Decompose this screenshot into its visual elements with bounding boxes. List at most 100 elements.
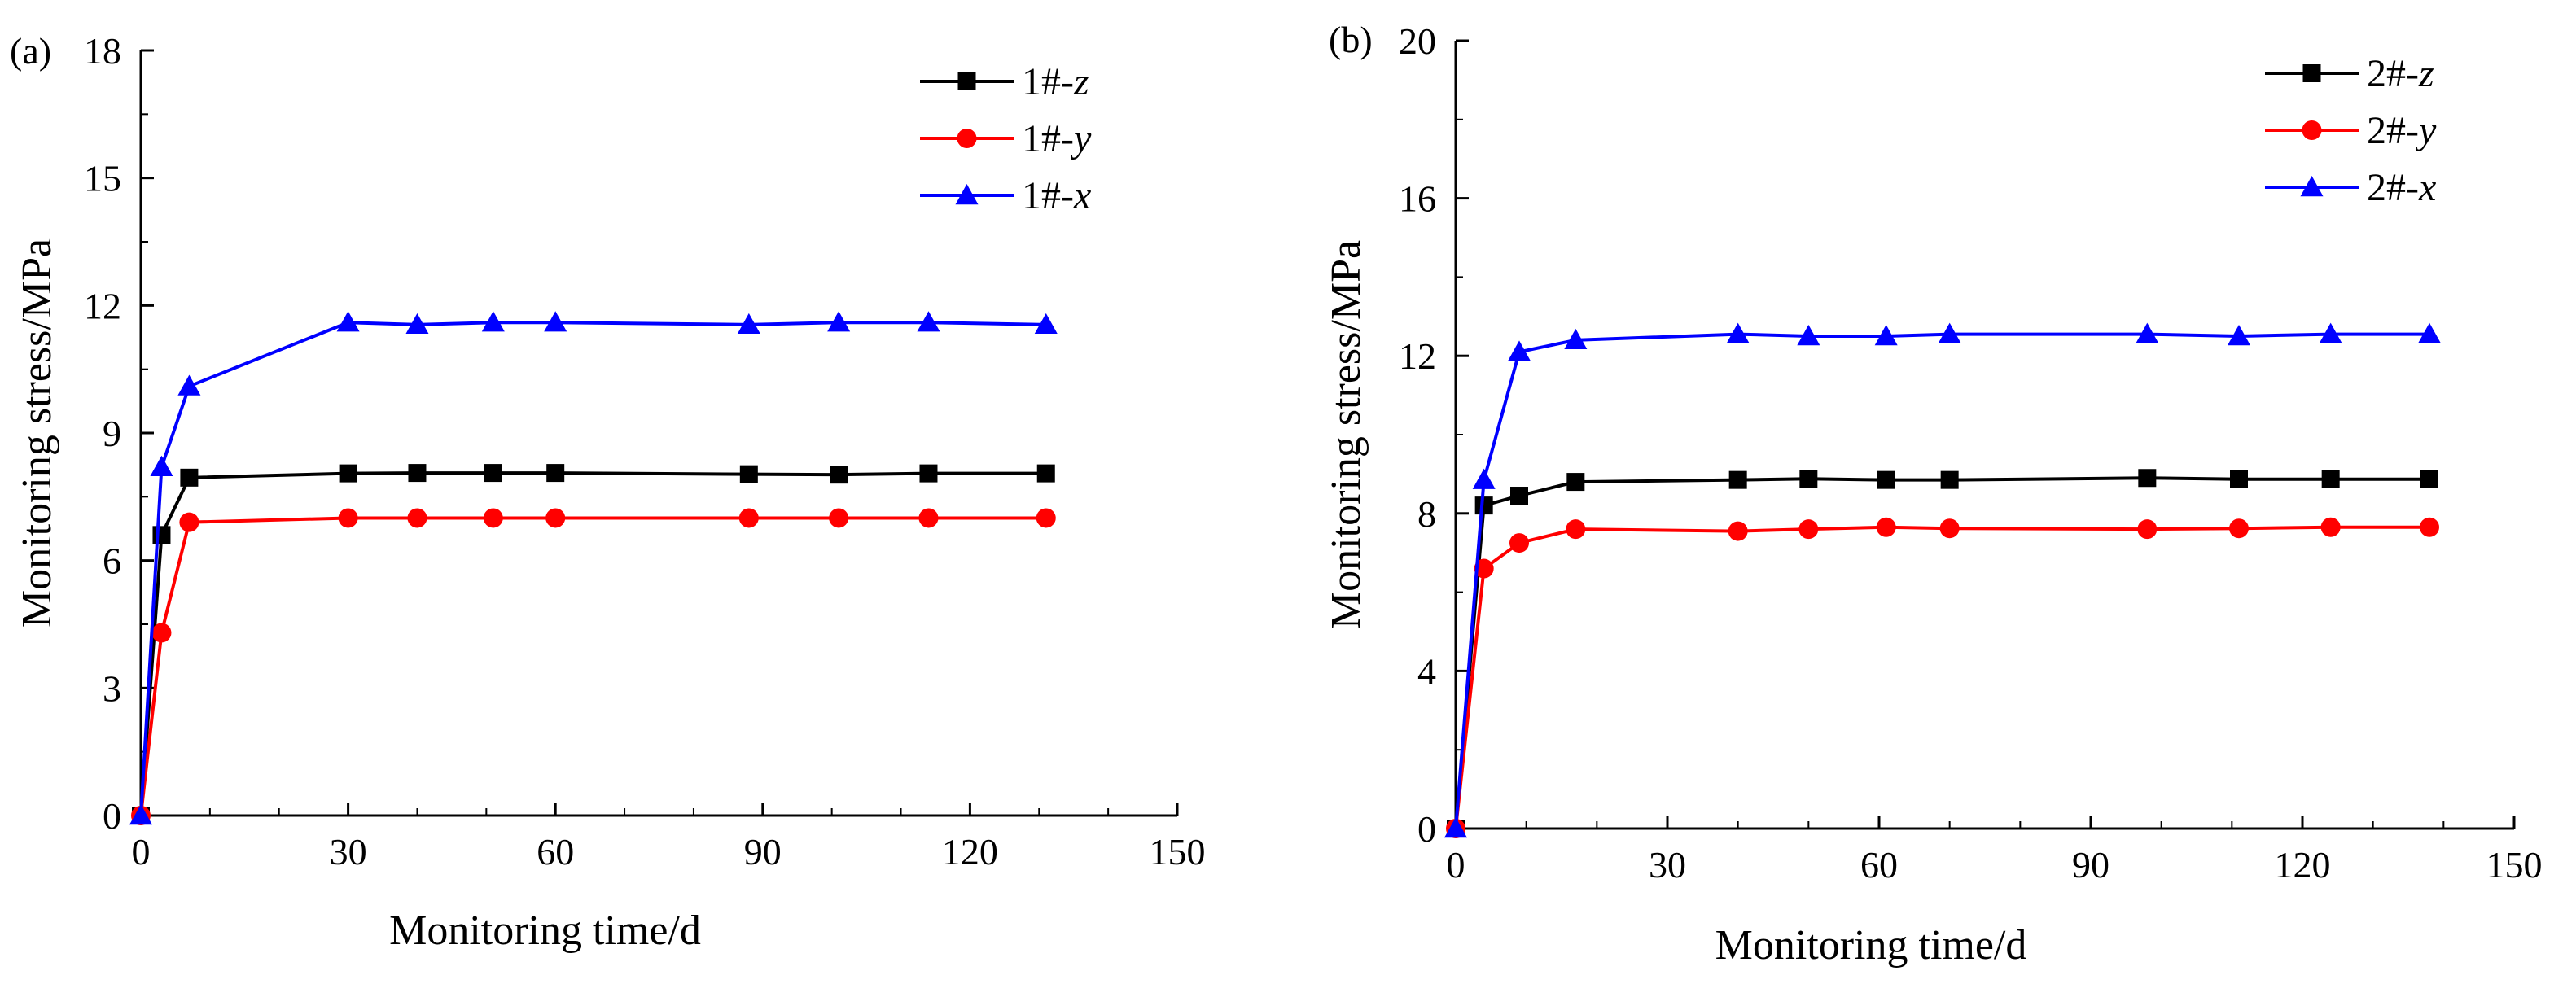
legend-marker: [955, 184, 979, 205]
data-point: [1564, 328, 1588, 350]
data-point: [177, 374, 201, 396]
data-point: [544, 311, 567, 332]
series-line: [1454, 332, 2429, 829]
y-tick-label: 8: [1417, 493, 1436, 535]
y-axis-title: Monitoring stress/MPa: [14, 238, 60, 628]
data-point: [2320, 517, 2341, 537]
legend-item-2#-y: 2#-y: [2265, 109, 2437, 152]
data-point: [2321, 470, 2340, 488]
y-axis-title: Monitoring stress/MPa: [1323, 240, 1369, 629]
data-point: [1876, 517, 1896, 537]
data-point: [1444, 817, 1467, 838]
data-point: [2136, 322, 2159, 343]
x-tick-label: 0: [132, 831, 151, 872]
data-point: [2137, 519, 2158, 540]
legend-marker: [2302, 120, 2322, 140]
data-point: [1797, 325, 1820, 346]
data-point: [2229, 518, 2249, 539]
data-point: [1566, 473, 1585, 492]
x-tick-label: 30: [1649, 844, 1686, 886]
data-point: [129, 804, 152, 825]
data-point: [336, 311, 360, 332]
x-tick-label: 60: [1860, 844, 1898, 886]
series-2#-x: [1444, 322, 2441, 838]
legend-marker: [957, 72, 976, 90]
data-point: [919, 464, 938, 483]
data-point: [405, 313, 429, 335]
y-tick-label: 6: [103, 540, 121, 582]
data-point: [339, 464, 357, 483]
legend-item-1#-z: 1#-z: [920, 60, 1089, 103]
data-point: [1034, 313, 1058, 335]
legend-label: 2#-x: [2367, 166, 2436, 209]
data-point: [546, 464, 565, 483]
data-point: [481, 311, 505, 332]
data-point: [338, 508, 358, 528]
data-point: [483, 508, 503, 528]
data-point: [1798, 519, 1819, 540]
legend-label: 1#-z: [1022, 60, 1089, 103]
data-point: [739, 465, 758, 483]
data-point: [1474, 496, 1493, 515]
y-tick-label: 15: [84, 158, 121, 199]
data-point: [830, 466, 848, 484]
data-point: [1726, 322, 1750, 343]
series-line: [139, 321, 1046, 816]
legend-label: 1#-y: [1022, 117, 1092, 160]
panel-label: (a): [10, 30, 51, 72]
data-point: [1728, 470, 1747, 489]
x-axis-title: Monitoring time/d: [389, 907, 701, 954]
x-tick-label: 120: [942, 831, 998, 872]
data-point: [2138, 469, 2157, 488]
x-axis-title: Monitoring time/d: [1715, 922, 2027, 969]
x-tick-label: 60: [537, 831, 574, 872]
legend-label: 2#-y: [2367, 109, 2437, 152]
data-point: [1509, 533, 1529, 553]
data-point: [1940, 470, 1959, 489]
chart-panel-2: 0 30 60 90 120 150 0 4 8 12 16 20 (b) Monitoring time…: [1323, 19, 2543, 969]
y-tick-label: 16: [1399, 178, 1436, 220]
data-point: [1874, 325, 1898, 346]
data-point: [179, 512, 199, 532]
data-point: [1939, 518, 1960, 539]
data-point: [827, 311, 851, 332]
data-point: [1566, 519, 1586, 540]
data-point: [1036, 464, 1055, 483]
x-tick-label: 0: [1447, 844, 1465, 886]
chart-panel-1: 0 30 60 90 120 150 0 3 6 9 12 15 18 (a) Monitoring tim…: [10, 30, 1206, 954]
data-point: [1472, 468, 1496, 489]
y-tick-label: 12: [84, 285, 121, 326]
data-point: [2228, 325, 2250, 346]
legend-item-2#-x: 2#-x: [2265, 166, 2436, 209]
y-tick-label: 4: [1417, 650, 1436, 692]
data-point: [737, 313, 760, 335]
data-point: [1799, 470, 1818, 488]
data-point: [1877, 470, 1895, 489]
data-point: [1938, 322, 1961, 343]
data-point: [918, 508, 939, 528]
legend-item-1#-y: 1#-y: [920, 117, 1092, 160]
data-point: [151, 623, 172, 643]
data-point: [829, 508, 849, 528]
y-tick-label: 3: [103, 667, 121, 709]
data-point: [2230, 470, 2248, 488]
x-tick-label: 120: [2275, 844, 2331, 886]
data-point: [1474, 558, 1494, 579]
legend-item-1#-x: 1#-x: [920, 174, 1091, 217]
data-point: [408, 464, 427, 483]
y-tick-label: 0: [103, 795, 121, 837]
data-point: [2418, 322, 2441, 343]
legend-label: 2#-z: [2367, 52, 2434, 95]
data-point: [152, 526, 171, 544]
data-point: [1508, 340, 1531, 361]
data-point: [545, 508, 566, 528]
y-tick-label: 0: [1417, 808, 1436, 850]
legend-item-2#-z: 2#-z: [2265, 52, 2434, 95]
data-point: [738, 508, 759, 528]
data-point: [484, 464, 502, 483]
data-point: [1510, 487, 1528, 505]
series-1#-x: [129, 311, 1058, 825]
data-point: [1728, 521, 1748, 541]
y-tick-label: 12: [1399, 335, 1436, 377]
